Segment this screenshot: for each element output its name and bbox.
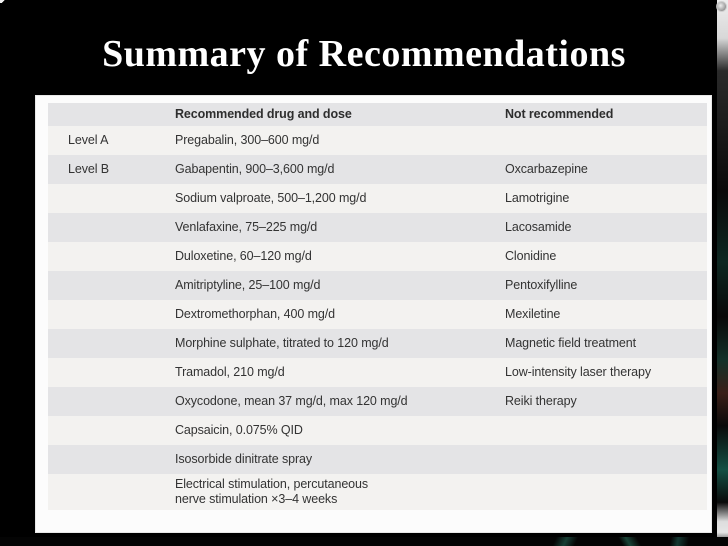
not-recommended-cell: Clonidine (505, 249, 557, 263)
table-row: Oxycodone, mean 37 mg/d, max 120 mg/d Re… (48, 387, 707, 416)
table-row: Duloxetine, 60–120 mg/d Clonidine (48, 242, 707, 271)
level-cell (48, 341, 175, 347)
background-swirl-icon (716, 1, 727, 12)
level-cell (48, 196, 175, 202)
not-recommended-cell: Oxcarbazepine (505, 162, 588, 176)
level-column-header (48, 112, 175, 118)
background-texture-bottom (0, 537, 728, 546)
not-recommended-column-header: Not recommended (505, 107, 614, 121)
table-row: Capsaicin, 0.075% QID (48, 416, 707, 445)
level-cell (48, 428, 175, 434)
background-texture-right (717, 0, 728, 546)
slide-title: Summary of Recommendations (102, 33, 626, 75)
level-cell: Level B (68, 162, 109, 176)
level-cell (48, 399, 175, 405)
not-recommended-cell: Mexiletine (505, 307, 561, 321)
drug-cell: Tramadol, 210 mg/d (175, 365, 285, 379)
recommendations-table: Recommended drug and dose Not recommende… (48, 103, 707, 510)
not-recommended-cell (505, 457, 707, 463)
drug-column-header: Recommended drug and dose (175, 107, 352, 121)
table-panel: Recommended drug and dose Not recommende… (35, 95, 712, 533)
table-row: Morphine sulphate, titrated to 120 mg/d … (48, 329, 707, 358)
drug-cell: Oxycodone, mean 37 mg/d, max 120 mg/d (175, 394, 408, 408)
not-recommended-cell (505, 428, 707, 434)
table-row: Level B Gabapentin, 900–3,600 mg/d Oxcar… (48, 155, 707, 184)
background-corner-spec (0, 0, 7, 3)
not-recommended-cell: Lamotrigine (505, 191, 570, 205)
table-row: Venlafaxine, 75–225 mg/d Lacosamide (48, 213, 707, 242)
level-cell: Level A (68, 133, 109, 147)
level-cell (48, 283, 175, 289)
not-recommended-cell: Reiki therapy (505, 394, 577, 408)
level-cell (48, 457, 175, 463)
not-recommended-cell: Lacosamide (505, 220, 572, 234)
table-row: Dextromethorphan, 400 mg/d Mexiletine (48, 300, 707, 329)
not-recommended-cell (505, 489, 707, 495)
not-recommended-cell: Low-intensity laser therapy (505, 365, 651, 379)
drug-cell: Dextromethorphan, 400 mg/d (175, 307, 335, 321)
level-cell (48, 312, 175, 318)
drug-cell: Gabapentin, 900–3,600 mg/d (175, 162, 335, 176)
not-recommended-cell: Pentoxifylline (505, 278, 578, 292)
drug-cell: Pregabalin, 300–600 mg/d (175, 133, 320, 147)
drug-cell: Isosorbide dinitrate spray (175, 452, 313, 466)
drug-cell: Sodium valproate, 500–1,200 mg/d (175, 191, 367, 205)
table-row: Isosorbide dinitrate spray (48, 445, 707, 474)
level-cell (48, 254, 175, 260)
drug-cell: Venlafaxine, 75–225 mg/d (175, 220, 318, 234)
level-cell (48, 370, 175, 376)
table-body: Level A Pregabalin, 300–600 mg/d Level B… (48, 126, 707, 510)
table-row: Amitriptyline, 25–100 mg/d Pentoxifyllin… (48, 271, 707, 300)
table-row: Electrical stimulation, percutaneous ner… (48, 474, 707, 510)
drug-cell: Amitriptyline, 25–100 mg/d (175, 278, 321, 292)
table-row: Sodium valproate, 500–1,200 mg/d Lamotri… (48, 184, 707, 213)
not-recommended-cell (505, 138, 707, 144)
level-cell (48, 225, 175, 231)
drug-cell: Capsaicin, 0.075% QID (175, 423, 303, 437)
table-row: Tramadol, 210 mg/d Low-intensity laser t… (48, 358, 707, 387)
drug-cell: Electrical stimulation, percutaneous ner… (175, 477, 369, 506)
drug-cell: Morphine sulphate, titrated to 120 mg/d (175, 336, 389, 350)
drug-cell: Duloxetine, 60–120 mg/d (175, 249, 312, 263)
table-row: Level A Pregabalin, 300–600 mg/d (48, 126, 707, 155)
not-recommended-cell: Magnetic field treatment (505, 336, 636, 350)
level-cell (48, 489, 175, 495)
table-header-row: Recommended drug and dose Not recommende… (48, 103, 707, 126)
